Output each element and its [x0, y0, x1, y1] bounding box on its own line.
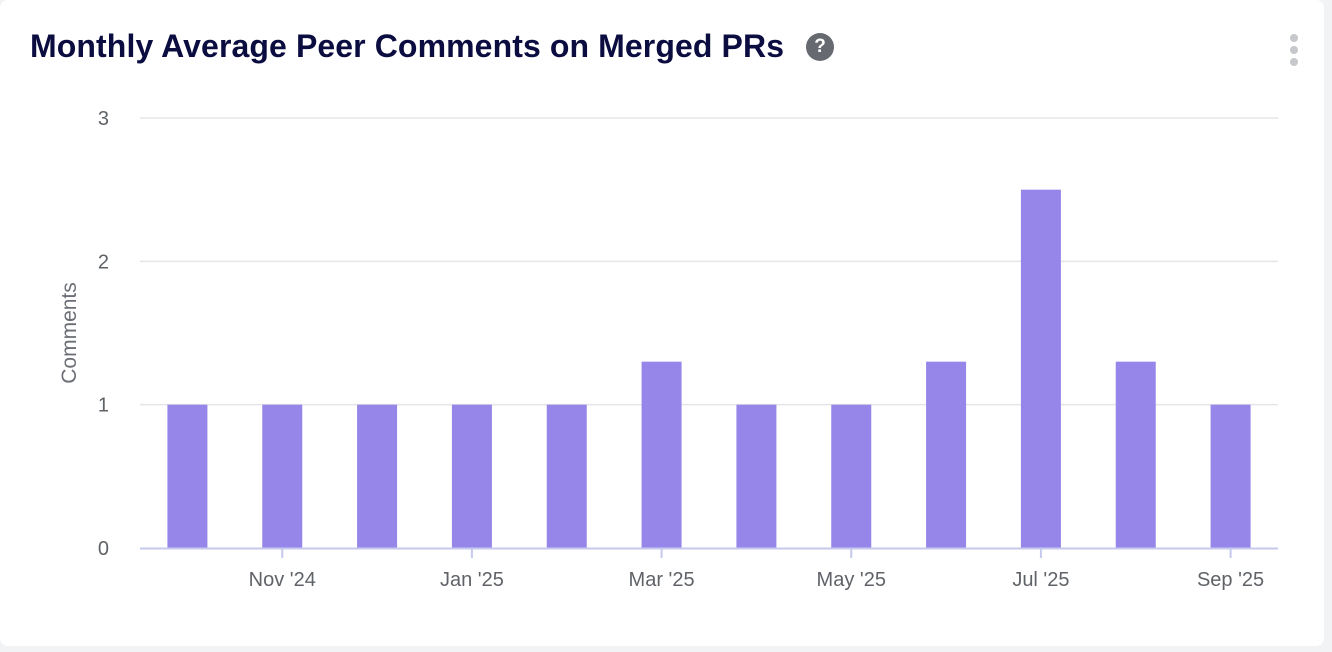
- bar[interactable]: [926, 361, 967, 548]
- x-tick-label: Sep '25: [1197, 569, 1264, 591]
- vertical-ellipsis-icon[interactable]: [1282, 34, 1306, 66]
- bar[interactable]: [641, 361, 682, 548]
- bar[interactable]: [546, 404, 587, 548]
- bar[interactable]: [1115, 361, 1156, 548]
- bar[interactable]: [167, 404, 208, 548]
- y-tick-label: 1: [98, 395, 109, 417]
- bar[interactable]: [736, 404, 777, 548]
- card-title: Monthly Average Peer Comments on Merged …: [30, 28, 785, 64]
- bar[interactable]: [1020, 189, 1061, 548]
- ellipsis-dot: [1290, 34, 1298, 42]
- bar[interactable]: [357, 404, 398, 548]
- y-tick-label: 3: [98, 108, 109, 130]
- bar[interactable]: [1210, 404, 1251, 548]
- ellipsis-dot: [1290, 46, 1298, 54]
- y-tick-label: 0: [98, 538, 109, 560]
- y-tick-label: 2: [98, 251, 109, 273]
- x-tick-label: Mar '25: [629, 569, 695, 591]
- ellipsis-dot: [1290, 58, 1298, 66]
- bar[interactable]: [262, 404, 303, 548]
- bar[interactable]: [831, 404, 872, 548]
- bar[interactable]: [451, 404, 492, 548]
- x-tick-label: Jan '25: [440, 569, 504, 591]
- x-tick-label: Jul '25: [1012, 569, 1069, 591]
- card-header: Monthly Average Peer Comments on Merged …: [30, 28, 835, 65]
- x-tick-label: Nov '24: [249, 569, 316, 591]
- y-axis-title: Comments: [58, 282, 81, 384]
- x-tick-label: May '25: [817, 569, 886, 591]
- question-circle-icon[interactable]: ?: [806, 32, 835, 61]
